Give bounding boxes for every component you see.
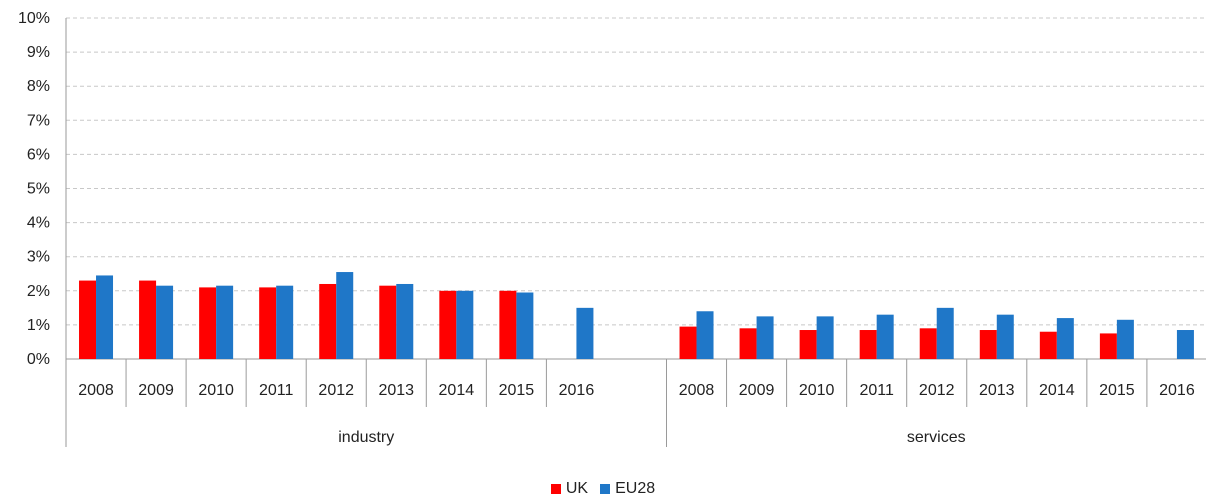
bar-eu28-industry-2013 [396,283,414,359]
bar-uk-services-2013 [979,330,997,359]
bar-eu28-industry-2011 [276,285,294,359]
x-tick-label: 2013 [378,382,414,399]
bar-chart: 0% 1% 2% 3% 4% 5% 6% 7% 8% 9% 10% 2008 2009 2010 2011 2… [18,10,1206,447]
bar-eu28-industry-2010 [216,285,234,359]
group-label-services: services [907,429,966,446]
x-tick-label: 2012 [318,382,354,399]
bar-eu28-services-2013 [996,314,1014,359]
x-tick-label: 2011 [259,382,294,399]
bar-eu28-industry-2012 [336,272,354,359]
legend: UK EU28 [0,480,1206,498]
bar-eu28-industry-2009 [156,285,174,359]
bar-eu28-industry-2014 [456,290,474,359]
x-tick-label: 2013 [979,382,1015,399]
group-label-industry: industry [338,429,394,446]
y-tick-label: 9% [27,44,50,61]
x-tick-label: 2015 [499,382,535,399]
x-tick-label: 2016 [1159,382,1195,399]
x-tick-label: 2015 [1099,382,1135,399]
bar-uk-services-2011 [859,330,877,359]
y-tick-label: 8% [27,78,50,95]
bar-eu28-services-2009 [756,316,774,359]
legend-item-eu28: EU28 [600,480,655,498]
legend-label-eu28: EU28 [615,480,656,497]
bar-uk-industry-2011 [259,287,277,359]
legend-swatch-uk [550,484,561,494]
bar-eu28-industry-2015 [516,292,534,359]
y-tick-label: 4% [27,215,50,232]
bar-uk-industry-2010 [199,287,217,359]
bar-eu28-services-2010 [816,316,834,359]
bar-eu28-industry-2016 [576,307,594,359]
bar-uk-industry-2008 [79,280,97,359]
bar-uk-services-2014 [1039,331,1057,359]
y-tick-label: 5% [27,181,50,198]
bar-uk-industry-2014 [439,290,457,359]
y-tick-label: 1% [27,317,50,334]
bar-uk-services-2010 [799,330,817,359]
bar-uk-industry-2015 [499,290,517,359]
legend-swatch-eu28 [600,484,611,494]
bar-eu28-services-2011 [876,314,894,359]
bar-uk-services-2008 [679,326,697,359]
bar-eu28-industry-2008 [96,275,114,359]
x-tick-label: 2014 [1039,382,1075,399]
bar-uk-industry-2013 [379,285,397,359]
x-tick-label: 2016 [559,382,595,399]
y-tick-label: 3% [27,249,50,266]
x-tick-label: 2011 [859,382,894,399]
bar-uk-industry-2012 [319,283,337,359]
x-tick-label: 2008 [78,382,114,399]
bar-uk-services-2009 [739,328,757,359]
x-tick-label: 2014 [439,382,475,399]
y-tick-label: 10% [18,10,50,27]
x-tick-label: 2010 [799,382,835,399]
bar-eu28-services-2016 [1176,330,1194,359]
x-tick-label: 2008 [679,382,715,399]
bar-uk-services-2012 [919,328,937,359]
x-tick-label: 2009 [138,382,174,399]
y-tick-label: 7% [27,112,50,129]
bar-uk-services-2015 [1099,333,1117,359]
bar-eu28-services-2008 [696,311,714,359]
x-tick-label: 2010 [198,382,234,399]
legend-item-uk: UK [550,480,589,498]
bar-eu28-services-2012 [936,307,954,359]
y-tick-label: 0% [27,351,50,368]
x-tick-label: 2009 [739,382,775,399]
bar-uk-industry-2009 [139,280,157,359]
x-tick-label: 2012 [919,382,955,399]
y-tick-label: 2% [27,283,50,300]
bar-eu28-services-2015 [1116,319,1134,359]
y-tick-label: 6% [27,146,50,163]
legend-label-uk: UK [565,480,589,497]
bar-eu28-services-2014 [1056,318,1074,359]
